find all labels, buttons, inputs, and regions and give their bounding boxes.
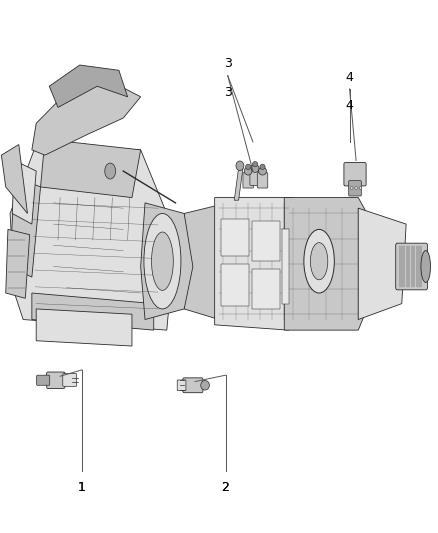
- Ellipse shape: [201, 381, 209, 390]
- Ellipse shape: [350, 187, 353, 189]
- Polygon shape: [234, 168, 243, 200]
- Ellipse shape: [359, 187, 362, 189]
- Text: 3: 3: [224, 58, 232, 70]
- Polygon shape: [10, 176, 41, 277]
- Text: 2: 2: [222, 481, 230, 494]
- Text: 1: 1: [78, 481, 86, 494]
- Ellipse shape: [251, 165, 259, 172]
- FancyBboxPatch shape: [349, 181, 361, 196]
- FancyBboxPatch shape: [396, 243, 427, 290]
- Ellipse shape: [105, 163, 116, 179]
- Ellipse shape: [258, 167, 266, 175]
- FancyBboxPatch shape: [221, 219, 250, 256]
- FancyBboxPatch shape: [243, 173, 253, 188]
- Polygon shape: [215, 198, 293, 330]
- Text: 3: 3: [224, 86, 232, 99]
- Text: 4: 4: [346, 70, 353, 84]
- FancyBboxPatch shape: [344, 163, 366, 186]
- Text: 1: 1: [78, 481, 86, 494]
- Ellipse shape: [260, 164, 265, 169]
- Polygon shape: [32, 81, 141, 155]
- Polygon shape: [32, 293, 154, 330]
- Polygon shape: [184, 203, 228, 319]
- Polygon shape: [141, 203, 193, 319]
- Polygon shape: [1, 144, 28, 214]
- FancyBboxPatch shape: [37, 375, 49, 385]
- FancyBboxPatch shape: [47, 372, 65, 389]
- Polygon shape: [12, 160, 36, 224]
- FancyBboxPatch shape: [257, 173, 268, 188]
- Ellipse shape: [421, 251, 431, 282]
- FancyBboxPatch shape: [252, 221, 280, 261]
- FancyBboxPatch shape: [282, 229, 289, 304]
- Ellipse shape: [304, 229, 334, 293]
- Ellipse shape: [152, 232, 173, 290]
- Ellipse shape: [246, 164, 251, 169]
- Polygon shape: [358, 208, 406, 319]
- Ellipse shape: [311, 243, 328, 280]
- Polygon shape: [41, 139, 141, 198]
- FancyBboxPatch shape: [252, 269, 280, 309]
- FancyBboxPatch shape: [63, 374, 77, 386]
- Ellipse shape: [253, 161, 258, 167]
- FancyBboxPatch shape: [250, 170, 260, 185]
- Polygon shape: [284, 198, 367, 330]
- Ellipse shape: [355, 187, 357, 189]
- Ellipse shape: [236, 161, 244, 171]
- Polygon shape: [49, 65, 127, 108]
- FancyBboxPatch shape: [221, 264, 250, 306]
- FancyBboxPatch shape: [177, 380, 186, 391]
- Text: 2: 2: [222, 481, 230, 494]
- Polygon shape: [36, 309, 132, 346]
- Ellipse shape: [144, 214, 181, 309]
- Ellipse shape: [244, 167, 252, 175]
- Polygon shape: [10, 144, 176, 330]
- Text: 4: 4: [346, 100, 353, 112]
- FancyBboxPatch shape: [183, 378, 203, 393]
- Polygon shape: [6, 229, 30, 298]
